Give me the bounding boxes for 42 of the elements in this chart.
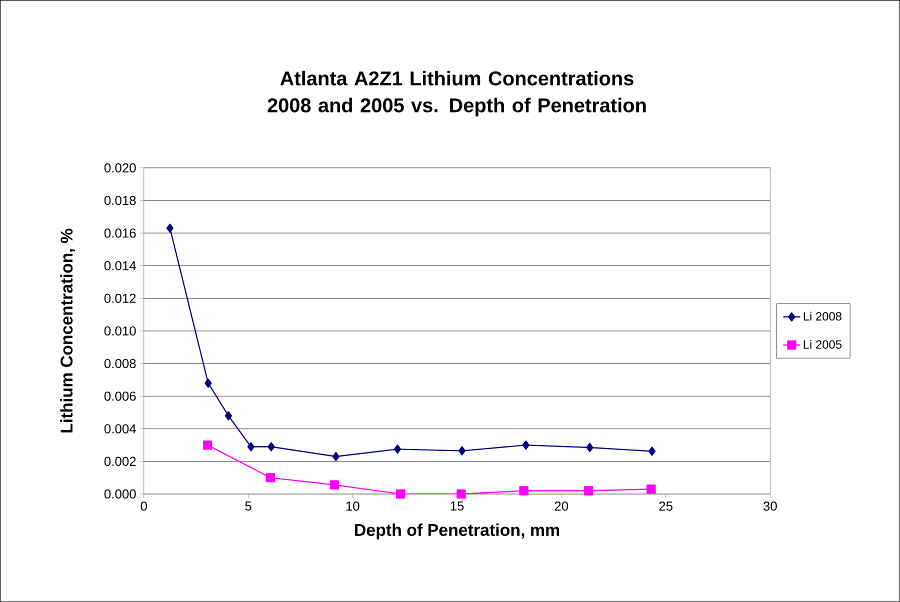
x-tick-label: 30 — [763, 502, 777, 511]
x-tick-label: 20 — [554, 502, 568, 511]
point — [330, 480, 340, 490]
point — [519, 486, 528, 496]
chart-title: Atlanta A2Z1 Lithium Concentrations 2008 and 2005 vs. Depth of Penetration — [268, 70, 646, 116]
point — [458, 446, 466, 456]
legend-label: Li 2005 — [804, 340, 842, 349]
point — [646, 484, 656, 494]
x-tick-label: 5 — [245, 502, 252, 511]
point — [396, 489, 406, 499]
point — [456, 489, 466, 499]
point — [166, 224, 174, 233]
y-tick-label: 0.012 — [104, 294, 136, 303]
x-tick-label: 15 — [450, 502, 464, 511]
x-axis-title: Depth of Penetration, mm — [355, 524, 560, 540]
point — [586, 442, 594, 452]
x-tick-label: 25 — [659, 502, 672, 511]
y-tick-label: 0.008 — [104, 359, 136, 368]
y-tick-label: 0.004 — [104, 424, 136, 434]
legend-label: Li 2008 — [804, 312, 842, 321]
point — [394, 444, 402, 454]
point — [224, 411, 232, 420]
y-tick-label: 0.020 — [104, 163, 136, 173]
y-tick-label: 0.006 — [104, 392, 136, 401]
point — [204, 378, 212, 388]
y-tick-label: 0.018 — [104, 196, 136, 206]
point — [266, 473, 275, 482]
x-tick-label: 0 — [140, 502, 147, 511]
y-axis-title: Lithium Concentration, % — [60, 228, 76, 432]
y-tick-label: 0.016 — [104, 228, 136, 238]
y-tick-label: 0.000 — [104, 489, 136, 499]
point — [202, 440, 212, 450]
point — [522, 440, 530, 450]
y-tick-label: 0.002 — [104, 456, 136, 466]
point — [247, 442, 255, 452]
point — [648, 446, 656, 456]
point — [584, 486, 594, 496]
x-tick-label: 10 — [346, 502, 360, 511]
y-tick-label: 0.014 — [104, 261, 136, 270]
point — [332, 452, 340, 462]
y-tick-label: 0.010 — [104, 326, 136, 336]
point — [268, 442, 275, 452]
